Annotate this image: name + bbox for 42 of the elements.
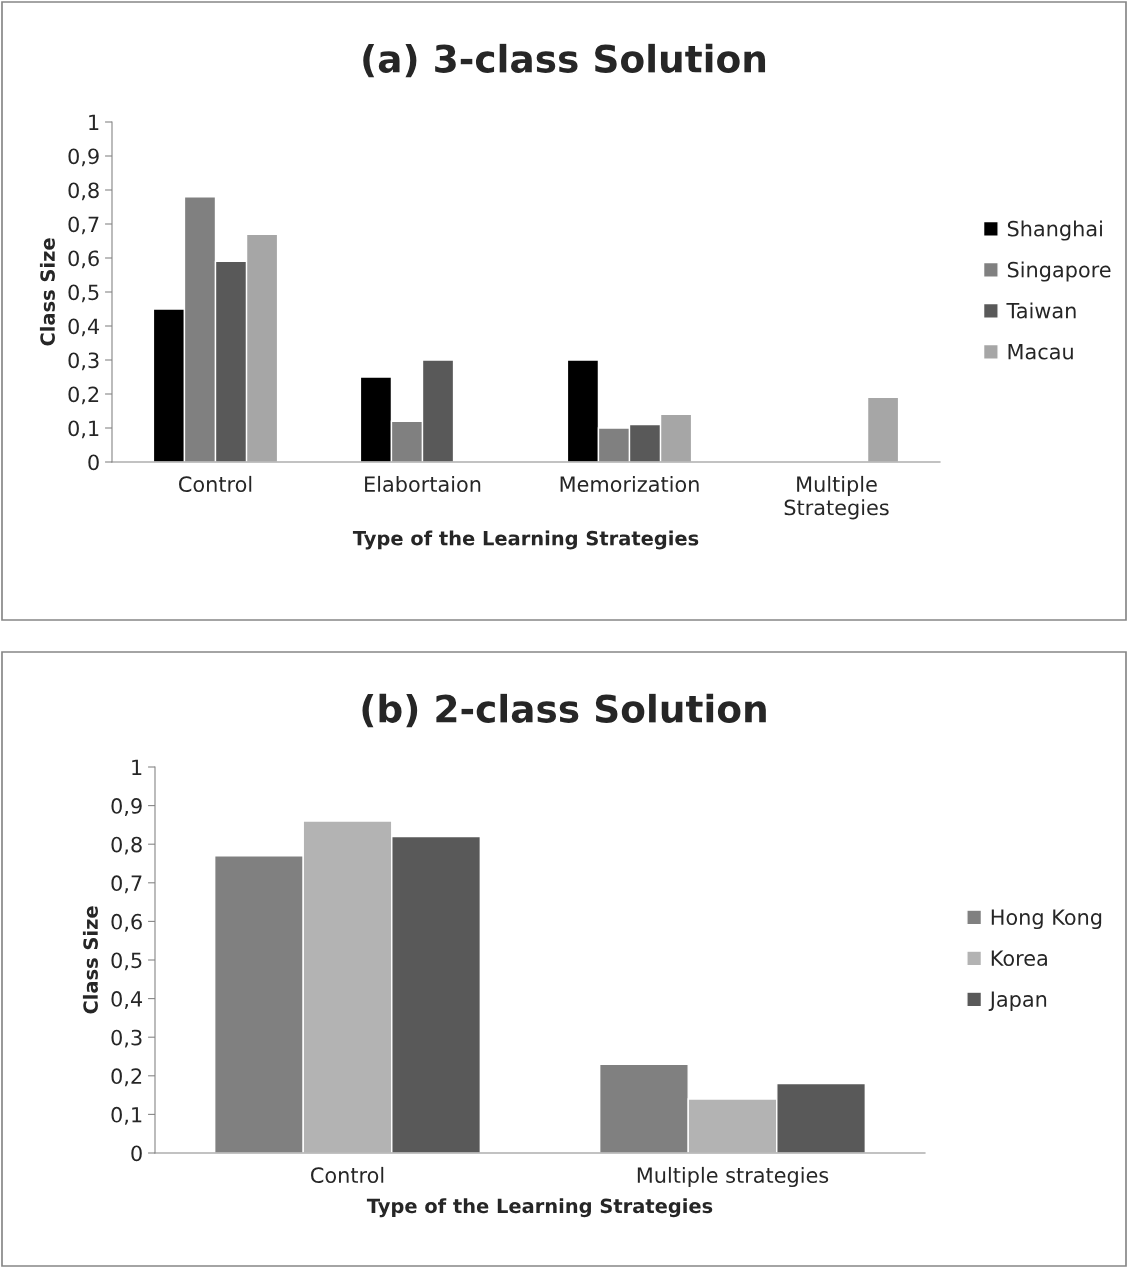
y-tick-label: 0 (88, 454, 99, 471)
y-tick-label: 0,1 (111, 1106, 142, 1125)
x-axis-title: Type of the Learning Strategies (352, 530, 699, 550)
x-tick-label: Memorization (560, 475, 699, 493)
y-tick-label: 0,8 (111, 836, 142, 855)
y-tick-label: 0,9 (68, 148, 99, 167)
y-tick-label: 0,4 (68, 318, 100, 337)
y-tick-label: 1 (132, 759, 142, 775)
y-tick-label: 0,6 (68, 250, 99, 269)
y-axis-title: Class Size (39, 238, 55, 346)
x-tick-label: Elabortaion (365, 475, 481, 493)
y-tick-label: 0,4 (111, 991, 143, 1009)
y-tick-label: 0,2 (68, 386, 99, 405)
legend-label: Japan (988, 991, 1047, 1012)
y-tick-label: 0,8 (68, 182, 99, 201)
y-tick-label: 0,1 (68, 420, 99, 439)
y-tick-label: 0,6 (111, 913, 142, 932)
y-tick-label: 0,7 (111, 875, 142, 894)
chart-title: (b) 2-class Solution (362, 693, 766, 728)
y-tick-label: 0,3 (68, 352, 99, 371)
y-tick-label: 0,2 (111, 1068, 142, 1087)
y-tick-label: 0,3 (111, 1029, 142, 1048)
y-tick-label: 0,9 (111, 798, 142, 816)
legend-label: Korea (991, 950, 1047, 967)
legend-label: Hong Kong (991, 909, 1102, 930)
y-tick-label: 0,5 (68, 284, 99, 303)
legend-label: Singapore (1007, 261, 1111, 282)
y-tick-label: 0,7 (68, 216, 99, 235)
y-axis-title: Class Size (82, 906, 98, 1014)
y-tick-label: 1 (89, 114, 99, 130)
y-tick-label: 0 (131, 1145, 142, 1162)
y-tick-label: 0,5 (111, 952, 142, 971)
bar (866, 396, 900, 462)
x-tick-label: Control (179, 475, 252, 493)
legend-label: Taiwan (1006, 302, 1076, 319)
legend-label: Shanghai (1007, 220, 1102, 241)
x-tick-label: Control (311, 1166, 384, 1184)
legend-label: Macau (1008, 344, 1073, 360)
x-axis-title: Type of the Learning Strategies (366, 1198, 713, 1218)
x-tick-label: Multiple Strategies (784, 475, 889, 520)
chart-title: (a) 3-class Solution (363, 43, 766, 78)
x-tick-label: Multiple strategies (637, 1166, 829, 1188)
